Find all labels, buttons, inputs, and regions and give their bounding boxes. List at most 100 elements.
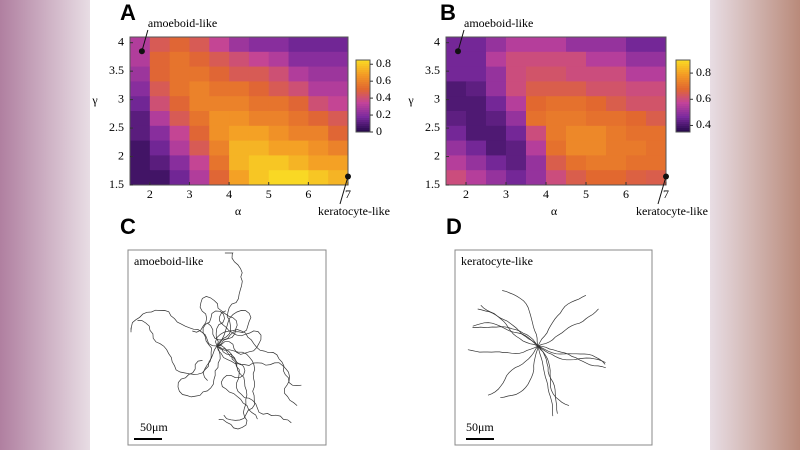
heatmap-cell [446,140,467,156]
heatmap-cell [586,37,607,53]
heatmap-cell [149,51,171,68]
trajectory [537,345,570,406]
y-tick-label: 2.5 [425,120,440,134]
heatmap-cell [288,111,309,127]
heatmap-cell [506,170,527,186]
x-tick-label: 4 [543,187,549,201]
trajectory [537,345,558,414]
heatmap-cell [209,170,230,186]
colorbar-segment [356,88,370,91]
heatmap-cell [446,155,467,171]
heatmap-cell [308,111,329,127]
heatmap-cell [248,140,270,156]
colorbar-segment [676,70,690,73]
colorbar-segment [676,68,690,71]
colorbar-tick-label: 0.4 [696,117,711,131]
panel-letter: C [120,214,136,239]
heatmap-cell [526,81,547,97]
colorbar-segment [676,88,690,91]
heatmap-cell [130,51,151,68]
colorbar-segment [356,78,370,81]
heatmap-cell [229,155,250,171]
x-tick-label: 6 [305,187,311,201]
heatmap-cell [308,37,329,53]
colorbar-segment [356,120,370,123]
heatmap-cell [606,125,627,142]
x-tick-label: 7 [663,187,669,201]
heatmap-cell [328,37,349,53]
colorbar-segment [676,124,690,127]
heatmap-cell [586,111,607,127]
heatmap-cell [446,170,467,186]
trajectory [216,345,298,406]
colorbar-segment [676,96,690,99]
heatmap-cell [288,170,309,186]
heatmap-cell [506,51,527,68]
heatmap-cell [446,81,467,97]
colorbar-frame [675,59,691,133]
heatmap-cell [268,51,290,68]
heatmap-cell [626,155,647,171]
heatmap-cell [328,140,349,156]
heatmap-cell [169,170,190,186]
colorbar-segment [356,74,370,77]
x-tick-label: 4 [226,187,232,201]
annotation-leader [339,176,349,205]
heatmap-cell [288,66,309,82]
colorbar-segment [676,118,690,121]
blurred-side [710,0,800,450]
colorbar-segment [676,86,690,89]
heatmap-cell [626,51,647,68]
heatmap-cell [486,66,507,82]
colorbar-segment [356,86,370,89]
x-tick-label: 3 [503,187,509,201]
trajectory [477,308,539,347]
heatmap-cell [209,51,230,68]
heatmap-cell [466,51,487,68]
heatmap-cell [486,37,507,53]
trajectory [467,345,539,354]
scale-bar-label: 50μm [140,420,168,434]
heatmap-cell [626,37,647,53]
heatmap-cell [466,37,487,53]
panel-title: keratocyte-like [461,254,533,268]
colorbar-segment [356,68,370,71]
heatmap-cell [149,125,171,142]
heatmap-cell [646,51,667,68]
heatmap-cell [546,37,567,53]
heatmap-cell [248,51,270,68]
heatmap-cell [268,170,290,186]
heatmap-cell [506,125,527,142]
heatmap-cell [646,81,667,97]
trajectory [502,290,539,347]
heatmap-cell [209,155,230,171]
heatmap-cell [546,125,567,142]
trajectory [216,310,262,355]
heatmap-cell [586,140,607,156]
heatmap-cell [229,170,250,186]
heatmap-cell [526,37,547,53]
heatmap-cell [189,66,210,82]
heatmap-cell [229,125,250,142]
heatmap-cell [229,51,250,68]
colorbar-tick-label: 0.2 [376,107,391,121]
heatmap-cell [248,37,270,53]
heatmap-cell [308,81,329,97]
trajectory [192,296,238,347]
heatmap-cell [248,155,270,171]
heatmap-cell [130,66,151,82]
heatmap-cell [169,111,190,127]
x-tick-label: 2 [147,187,153,201]
heatmap-cell [506,155,527,171]
colorbar-segment [676,66,690,69]
colorbar-segment [676,104,690,107]
colorbar-segment [356,122,370,125]
colorbar-segment [356,84,370,87]
trajectory-box [454,249,653,446]
heatmap-cell [169,51,190,68]
heatmap-cell [566,37,587,53]
heatmap-cell [526,66,547,82]
heatmap-cell [268,37,290,53]
scale-bar-label: 50μm [466,420,494,434]
colorbar-segment [676,116,690,119]
